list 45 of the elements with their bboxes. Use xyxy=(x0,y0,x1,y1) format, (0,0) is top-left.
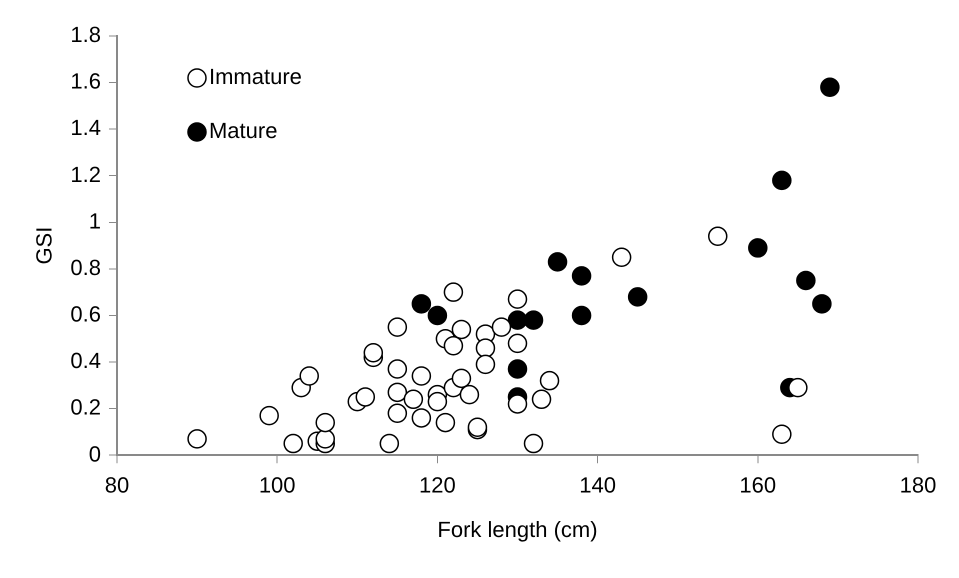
point xyxy=(452,368,472,388)
point xyxy=(748,238,768,258)
y-tick-label: 0.8 xyxy=(70,254,101,280)
point xyxy=(316,412,335,432)
legend-label: Mature xyxy=(208,118,278,144)
point xyxy=(444,336,464,356)
y-tick-label: 0 xyxy=(88,441,101,466)
point xyxy=(812,294,832,314)
point xyxy=(428,392,448,412)
point xyxy=(572,266,592,286)
x-tick-label: 160 xyxy=(739,472,776,498)
x-tick-label: 80 xyxy=(104,472,130,498)
y-axis-title: GSI xyxy=(31,226,56,265)
y-tick-label: 0.6 xyxy=(70,302,101,327)
x-tick-label: 180 xyxy=(900,472,936,498)
point xyxy=(508,394,528,414)
point xyxy=(428,306,448,326)
point xyxy=(628,287,648,307)
y-tick-label: 1 xyxy=(88,208,101,234)
point xyxy=(508,359,528,379)
point xyxy=(524,310,544,330)
y-tick-label: 1.2 xyxy=(70,162,101,187)
y-tick-label: 1.8 xyxy=(70,22,101,48)
point xyxy=(788,378,808,398)
y-tick-label: 1.4 xyxy=(70,115,101,140)
point xyxy=(316,429,335,449)
point xyxy=(412,294,432,314)
x-tick-label: 120 xyxy=(419,472,456,498)
y-tick-label: 0.2 xyxy=(70,394,101,420)
x-tick-label: 100 xyxy=(258,472,296,498)
point xyxy=(299,366,319,386)
x-tick-label: 140 xyxy=(579,472,616,498)
point xyxy=(476,354,496,374)
point xyxy=(572,306,592,326)
y-tick-label: 0.4 xyxy=(70,348,101,374)
legend-label: Immature xyxy=(208,64,302,90)
x-axis-title: Fork length (cm) xyxy=(437,516,598,542)
point xyxy=(540,370,560,390)
point xyxy=(356,387,376,407)
point xyxy=(548,252,568,272)
point xyxy=(796,270,816,290)
y-tick-label: 1.6 xyxy=(70,68,101,94)
point xyxy=(364,342,384,362)
point xyxy=(772,170,792,190)
point xyxy=(820,77,840,97)
